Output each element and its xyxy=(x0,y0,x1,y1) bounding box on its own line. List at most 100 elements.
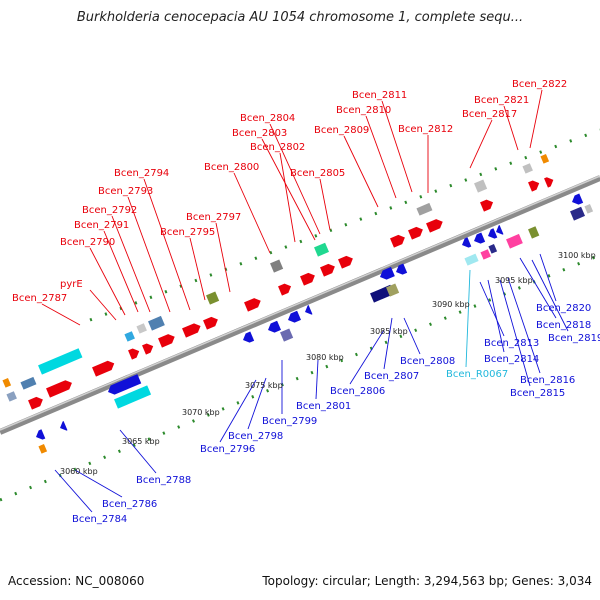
gene-label-reverse[interactable]: Bcen_2801 xyxy=(296,401,351,412)
callout-line xyxy=(233,172,271,254)
gene-label-forward[interactable]: Bcen_2794 xyxy=(114,168,169,179)
misc-feature[interactable] xyxy=(570,206,585,221)
gene-label-forward[interactable]: Bcen_2802 xyxy=(250,142,305,153)
misc-feature[interactable] xyxy=(206,291,220,305)
gene-label-reverse[interactable]: Bcen_2796 xyxy=(200,444,255,455)
gene-label-forward[interactable]: Bcen_2803 xyxy=(232,128,287,139)
rna-feature[interactable] xyxy=(38,348,83,375)
gene-label-forward[interactable]: Bcen_2812 xyxy=(398,124,453,135)
reverse-gene-arrow[interactable] xyxy=(460,237,472,249)
forward-gene-arrow[interactable] xyxy=(142,341,155,355)
gene-label-forward[interactable]: Bcen_2805 xyxy=(290,168,345,179)
gene-label-forward[interactable]: Bcen_2811 xyxy=(352,90,407,101)
misc-feature[interactable] xyxy=(38,443,48,454)
reverse-gene-arrow[interactable] xyxy=(303,305,313,317)
reverse-gene-arrow[interactable] xyxy=(570,193,584,206)
reverse-gene-arrow[interactable] xyxy=(286,310,301,325)
gene-label-forward[interactable]: Bcen_2810 xyxy=(336,105,391,116)
gene-label-reverse[interactable]: Bcen_2813 xyxy=(484,338,539,349)
misc-feature[interactable] xyxy=(2,377,12,388)
misc-feature[interactable] xyxy=(148,315,165,331)
gene-label-reverse[interactable]: Bcen_2818 xyxy=(536,320,591,331)
misc-feature[interactable] xyxy=(474,179,488,193)
forward-gene-arrow[interactable] xyxy=(128,346,141,360)
forward-gene-arrow[interactable] xyxy=(28,395,45,410)
misc-feature[interactable] xyxy=(540,153,550,164)
forward-gene-arrow[interactable] xyxy=(480,198,495,212)
gene-label-forward[interactable]: Bcen_2822 xyxy=(512,79,567,90)
rna-label[interactable]: Bcen_R0067 xyxy=(446,369,508,380)
reverse-gene-arrow[interactable] xyxy=(106,374,142,396)
misc-feature[interactable] xyxy=(528,226,540,239)
forward-gene-arrow[interactable] xyxy=(158,332,177,348)
gene-label-forward[interactable]: Bcen_2790 xyxy=(60,237,115,248)
gene-label-reverse[interactable]: Bcen_2806 xyxy=(330,386,385,397)
gene-label-forward[interactable]: Bcen_2791 xyxy=(74,220,129,231)
misc-feature[interactable] xyxy=(270,259,284,273)
forward-gene-arrow[interactable] xyxy=(544,175,555,188)
gene-label-forward[interactable]: pyrE xyxy=(60,279,83,290)
forward-gene-arrow[interactable] xyxy=(278,282,293,296)
forward-gene-arrow[interactable] xyxy=(408,225,425,240)
misc-feature[interactable] xyxy=(522,163,533,174)
reverse-gene-arrow[interactable] xyxy=(486,228,498,240)
gene-label-forward[interactable]: Bcen_2804 xyxy=(240,113,295,124)
gene-label-reverse[interactable]: Bcen_2808 xyxy=(400,356,455,367)
misc-feature[interactable] xyxy=(584,203,594,214)
rna-feature[interactable] xyxy=(114,385,152,409)
reverse-gene-arrow[interactable] xyxy=(378,266,395,282)
misc-feature[interactable] xyxy=(314,242,329,257)
forward-gene-arrow[interactable] xyxy=(528,178,541,192)
misc-feature[interactable] xyxy=(20,376,37,390)
gene-label-reverse[interactable]: Bcen_2816 xyxy=(520,375,575,386)
forward-gene-arrow[interactable] xyxy=(320,262,337,277)
misc-feature[interactable] xyxy=(506,233,523,249)
gene-label-forward[interactable]: Bcen_2792 xyxy=(82,205,137,216)
reverse-gene-arrow[interactable] xyxy=(494,225,504,237)
misc-feature[interactable] xyxy=(124,331,135,342)
forward-gene-arrow[interactable] xyxy=(300,271,317,286)
forward-gene-arrow[interactable] xyxy=(182,321,202,338)
gene-label-reverse[interactable]: Bcen_2788 xyxy=(136,475,191,486)
misc-feature[interactable] xyxy=(416,202,433,216)
gene-label-forward[interactable]: Bcen_2800 xyxy=(204,162,259,173)
gene-label-reverse[interactable]: Bcen_2799 xyxy=(262,416,317,427)
forward-gene-arrow[interactable] xyxy=(92,359,116,377)
gene-label-reverse[interactable]: Bcen_2807 xyxy=(364,371,419,382)
gene-label-forward[interactable]: Bcen_2797 xyxy=(186,212,241,223)
gene-label-forward[interactable]: Bcen_2793 xyxy=(98,186,153,197)
gene-label-forward[interactable]: Bcen_2817 xyxy=(462,109,517,120)
forward-gene-arrow[interactable] xyxy=(244,296,263,312)
gene-label-forward[interactable]: Bcen_2809 xyxy=(314,125,369,136)
gene-label-forward[interactable]: Bcen_2795 xyxy=(160,227,215,238)
misc-feature[interactable] xyxy=(6,391,17,402)
reverse-gene-arrow[interactable] xyxy=(241,331,255,344)
gene-label-reverse[interactable]: Bcen_2786 xyxy=(102,499,157,510)
gene-label-forward[interactable]: Bcen_2787 xyxy=(12,293,67,304)
gene-label-reverse[interactable]: Bcen_2798 xyxy=(228,431,283,442)
gene-label-reverse[interactable]: Bcen_2819 xyxy=(548,333,600,344)
misc-feature[interactable] xyxy=(136,323,147,334)
reverse-gene-arrow[interactable] xyxy=(266,320,281,335)
misc-feature[interactable] xyxy=(386,283,400,297)
forward-gene-arrow[interactable] xyxy=(46,378,74,398)
forward-gene-arrow[interactable] xyxy=(390,233,407,248)
gene-label-reverse[interactable]: Bcen_2814 xyxy=(484,354,539,365)
gene-label-reverse[interactable]: Bcen_2784 xyxy=(72,514,127,525)
gene-label-reverse[interactable]: Bcen_2820 xyxy=(536,303,591,314)
gene-label-forward[interactable]: Bcen_2821 xyxy=(474,95,529,106)
misc-feature[interactable] xyxy=(480,249,491,260)
gene-label-reverse[interactable]: Bcen_2815 xyxy=(510,388,565,399)
reverse-gene-arrow[interactable] xyxy=(34,429,46,441)
misc-feature[interactable] xyxy=(488,243,498,254)
forward-gene-arrow[interactable] xyxy=(203,315,220,330)
rna-feature[interactable] xyxy=(464,253,479,266)
reverse-gene-arrow[interactable] xyxy=(394,263,408,276)
misc-feature[interactable] xyxy=(280,328,294,342)
reverse-gene-arrow[interactable] xyxy=(472,232,486,245)
forward-gene-arrow[interactable] xyxy=(426,217,445,233)
callout-line xyxy=(499,279,531,387)
reverse-gene-arrow[interactable] xyxy=(58,421,68,433)
forward-gene-arrow[interactable] xyxy=(338,254,355,269)
